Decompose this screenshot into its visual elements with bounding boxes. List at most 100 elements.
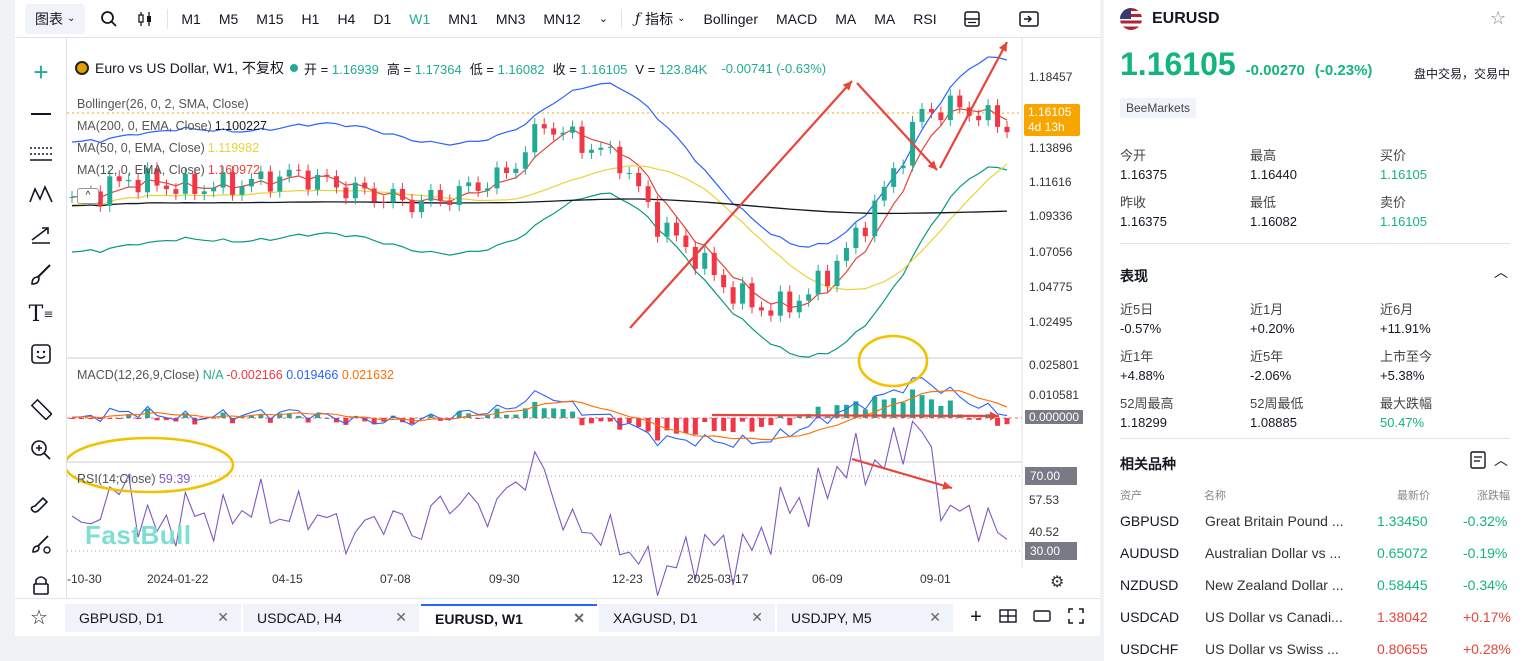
- symbol-tab[interactable]: XAGUSD, D1 ✕: [599, 603, 775, 632]
- stat-label: 最低: [1250, 195, 1277, 210]
- symbol-tab[interactable]: USDJPY, M5 ✕: [777, 603, 953, 632]
- macd-histogram-bar: [900, 402, 906, 418]
- related-row[interactable]: AUDUSD Australian Dollar vs ... 0.65072 -0.…: [1120, 537, 1510, 569]
- indicator-bollinger[interactable]: Bollinger: [703, 10, 759, 27]
- macd-histogram-bar: [305, 418, 311, 423]
- macd-line: [71, 377, 1008, 449]
- annotation-arrow-macd-head: [989, 411, 999, 421]
- indicator-ma[interactable]: MA: [835, 10, 857, 27]
- macd-histogram-bar: [626, 418, 632, 424]
- emoji-icon[interactable]: [25, 338, 57, 370]
- chart-type-label: 图表: [35, 10, 63, 27]
- timeframe-m15[interactable]: M15: [256, 10, 284, 27]
- text-icon[interactable]: T ≡: [28, 301, 54, 327]
- collapse-performance-icon[interactable]: ︿: [1494, 264, 1508, 280]
- candle-body: [173, 189, 179, 194]
- collapse-related-icon[interactable]: ︿: [1494, 452, 1508, 468]
- perf-value: 1.08885: [1250, 415, 1297, 430]
- timeframe-mn1[interactable]: MN1: [448, 10, 478, 27]
- watchlist-star-icon[interactable]: ☆: [30, 607, 48, 629]
- stat-value: 1.16375: [1120, 167, 1167, 182]
- price-chart-canvas[interactable]: [67, 38, 1100, 598]
- perf-value: 1.18299: [1120, 415, 1167, 430]
- collapse-legend-button[interactable]: ^: [77, 188, 99, 204]
- indicator-ma[interactable]: MA: [874, 10, 896, 27]
- related-row[interactable]: USDCAD US Dollar vs Canadi... 1.38042 +0.17…: [1120, 601, 1511, 633]
- timeframe-mn12[interactable]: MN12: [543, 10, 581, 27]
- layout-icon[interactable]: [954, 0, 990, 38]
- close-icon[interactable]: ✕: [929, 609, 941, 625]
- tab-label: GBPUSD, D1: [79, 609, 164, 626]
- chart-settings-icon[interactable]: ⚙: [1050, 574, 1065, 591]
- chart-area[interactable]: Euro vs US Dollar, W1, 不复权 开 = 1.16939 高 …: [67, 38, 1100, 598]
- timeframe-h1[interactable]: H1: [301, 10, 320, 27]
- lock-icon[interactable]: [25, 568, 57, 600]
- projection-icon[interactable]: [25, 218, 57, 250]
- stay-in-drawing-icon[interactable]: [25, 528, 57, 560]
- timeframe-m1[interactable]: M1: [181, 10, 201, 27]
- perf-label: 近5年: [1250, 349, 1284, 364]
- candle-body: [333, 176, 339, 188]
- related-row[interactable]: USDCHF US Dollar vs Swiss ... 0.80655 +0.28…: [1120, 633, 1511, 661]
- close-icon[interactable]: ✕: [217, 609, 229, 625]
- symbol-tab[interactable]: GBPUSD, D1 ✕: [65, 603, 241, 632]
- indicator-rsi[interactable]: RSI: [913, 10, 937, 27]
- candlestick-icon[interactable]: [127, 0, 163, 38]
- ma12-line: [71, 108, 1008, 309]
- fullscreen-icon[interactable]: [1059, 608, 1093, 627]
- related-change: -0.34%: [1463, 577, 1508, 593]
- us-flag-icon: [1120, 8, 1142, 30]
- indicators-button[interactable]: ƒ 指标 ⌄: [626, 0, 695, 38]
- indicator-macd[interactable]: MACD: [776, 10, 818, 27]
- close-icon[interactable]: ✕: [395, 609, 407, 625]
- close-icon[interactable]: ✕: [751, 609, 763, 625]
- legend-value: 1.119982: [207, 141, 260, 155]
- candle-body: [286, 169, 292, 177]
- timeframe-h4[interactable]: H4: [337, 10, 356, 27]
- candle-body: [135, 179, 141, 193]
- fullscreen-exit-icon[interactable]: [1010, 0, 1048, 38]
- trend-line-icon[interactable]: [25, 98, 57, 130]
- chevron-down-icon[interactable]: ⌄: [598, 13, 608, 25]
- symbol-tab[interactable]: EURUSD, W1 ✕: [421, 603, 597, 632]
- macd-histogram-bar: [636, 418, 642, 428]
- timeframe-w1[interactable]: W1: [409, 10, 431, 27]
- candle-body: [126, 179, 132, 182]
- single-layout-icon[interactable]: [1025, 609, 1059, 626]
- perf-label: 近1年: [1120, 349, 1154, 364]
- favorite-star-icon[interactable]: ☆: [1490, 8, 1507, 28]
- related-symbol: USDCAD: [1120, 609, 1180, 625]
- tab-label: USDCAD, H4: [257, 609, 342, 626]
- macd-histogram-bar: [617, 418, 623, 430]
- brush-icon[interactable]: [25, 258, 57, 290]
- timeframe-d1[interactable]: D1: [373, 10, 392, 27]
- search-icon[interactable]: [91, 0, 127, 38]
- close-icon[interactable]: ✕: [573, 610, 585, 626]
- macd-tick: 0.025801: [1029, 358, 1080, 372]
- related-row[interactable]: GBPUSD Great Britain Pound ... 1.33450 -0.3…: [1120, 505, 1510, 537]
- crosshair-icon[interactable]: +: [33, 56, 49, 87]
- magnet-icon[interactable]: [25, 488, 57, 520]
- fib-retracement-icon[interactable]: [25, 138, 57, 170]
- divider: [167, 8, 169, 29]
- add-tab-icon[interactable]: +: [970, 606, 982, 628]
- legend-row: MA(50, 0, EMA, Close) 1.119982: [77, 141, 259, 155]
- chart-type-dropdown[interactable]: 图表 ⌄: [25, 3, 86, 34]
- candle-body: [598, 147, 604, 150]
- candle-body: [891, 168, 897, 187]
- timeframe-m5[interactable]: M5: [218, 10, 239, 27]
- pattern-icon[interactable]: [25, 178, 57, 210]
- macd-histogram-bar: [598, 418, 604, 422]
- broker-tag: BeeMarkets: [1120, 98, 1197, 118]
- candle-body: [343, 187, 349, 199]
- zoom-in-icon[interactable]: [25, 434, 57, 466]
- split-layout-icon[interactable]: [991, 609, 1025, 626]
- candle-body: [683, 235, 689, 247]
- symbol-tab[interactable]: USDCAD, H4 ✕: [243, 603, 419, 632]
- document-icon[interactable]: [1470, 451, 1486, 472]
- macd-histogram-bar: [740, 418, 746, 422]
- ruler-icon[interactable]: [25, 393, 57, 425]
- stat-value: 1.16082: [1250, 214, 1297, 229]
- related-row[interactable]: NZDUSD New Zealand Dollar ... 0.58445 -0.34…: [1120, 569, 1510, 601]
- timeframe-mn3[interactable]: MN3: [495, 10, 526, 27]
